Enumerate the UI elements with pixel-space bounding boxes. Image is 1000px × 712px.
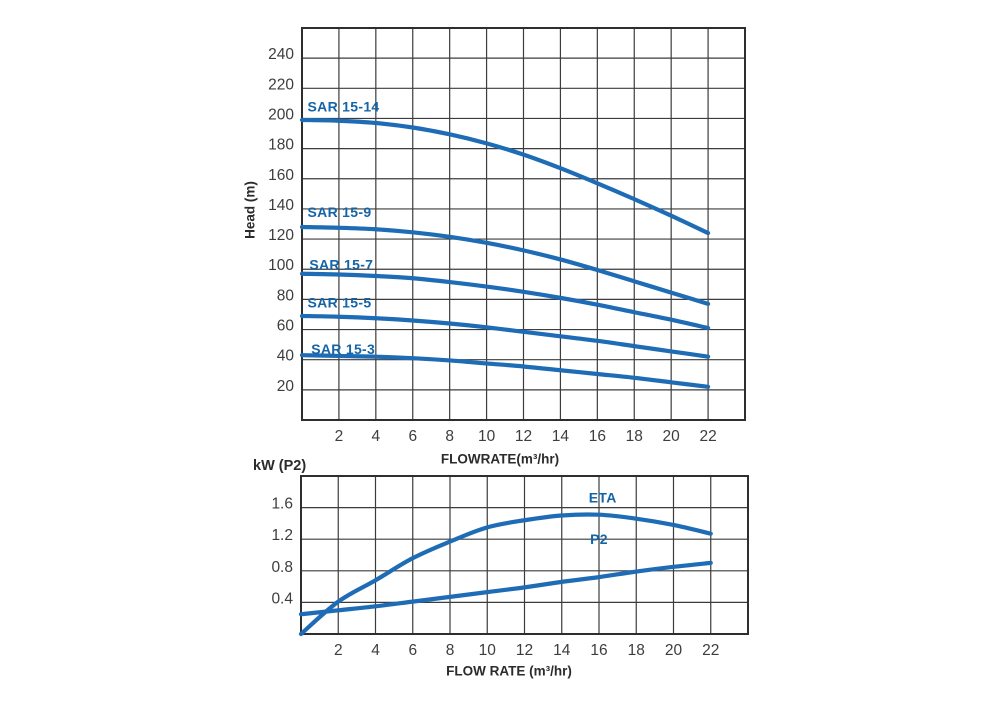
curve-p2 [298, 560, 713, 617]
head-chart-gridlines [302, 28, 745, 420]
curve-sar-15-3 [299, 353, 711, 389]
head-chart-y-tick-label: 180 [268, 137, 294, 154]
head-chart-x-tick-label: 10 [478, 428, 496, 445]
head-chart-x-tick-label: 18 [626, 428, 643, 445]
power-chart-x-tick-label: 10 [479, 642, 497, 659]
head-chart-x-tick-label: 4 [372, 428, 381, 445]
head-chart-y-axis-title: Head (m) [242, 181, 258, 239]
power-chart: 2 4 6 8 10 12 14 16 18 20 22 0.4 0.8 1.2 1.6 ETA P2 [271, 475, 749, 659]
head-chart: 2 4 6 8 10 12 14 16 18 20 22 20 40 60 80 100 120 140 160 18… [268, 27, 746, 445]
head-chart-y-tick-label: 100 [268, 257, 294, 274]
series-label-sar-15-7: SAR 15-7 [309, 257, 373, 273]
power-chart-x-tick-label: 18 [628, 642, 645, 659]
head-chart-y-tick-label: 160 [268, 167, 294, 184]
head-chart-y-tick-label: 20 [277, 378, 295, 395]
power-chart-y-tick-label: 1.2 [271, 527, 293, 544]
power-chart-x-tick-label: 6 [408, 642, 417, 659]
head-chart-y-tick-label: 200 [268, 106, 294, 123]
head-chart-x-tick-label: 6 [408, 428, 417, 445]
head-chart-x-axis-title: FLOWRATE(m³/hr) [440, 451, 560, 467]
power-chart-gridlines [301, 476, 748, 634]
head-chart-y-tick-label: 80 [277, 287, 295, 304]
curve-sar-15-7 [299, 271, 711, 331]
head-chart-x-tick-label: 22 [699, 428, 716, 445]
power-chart-x-tick-label: 16 [590, 642, 607, 659]
head-chart-x-tick-label: 16 [589, 428, 606, 445]
power-chart-x-tick-label: 14 [553, 642, 571, 659]
head-chart-x-tick-label: 2 [335, 428, 344, 445]
power-chart-y-tick-label: 1.6 [271, 496, 293, 513]
power-chart-unit-label: kW (P2) [253, 458, 307, 474]
power-chart-x-tick-label: 20 [665, 642, 683, 659]
series-label-sar-15-14: SAR 15-14 [308, 98, 380, 114]
curve-sar-15-5 [299, 313, 711, 359]
curve-sar-15-14 [299, 117, 711, 236]
power-chart-x-tick-label: 12 [516, 642, 533, 659]
series-label-sar-15-9: SAR 15-9 [308, 204, 372, 220]
head-chart-x-tick-label: 20 [663, 428, 681, 445]
power-chart-x-tick-label: 22 [702, 642, 719, 659]
head-chart-y-tick-label: 40 [277, 348, 295, 365]
power-chart-y-tick-label: 0.8 [271, 559, 293, 576]
head-chart-y-tick-label: 140 [268, 197, 294, 214]
series-label-eta: ETA [589, 489, 617, 505]
power-chart-x-axis-title: FLOW RATE (m³/hr) [446, 663, 572, 679]
power-chart-frame [300, 475, 749, 635]
head-chart-x-tick-label: 8 [445, 428, 454, 445]
series-label-sar-15-5: SAR 15-5 [308, 294, 372, 310]
curve-eta [298, 512, 713, 637]
power-chart-x-tick-label: 8 [446, 642, 455, 659]
head-chart-x-tick-label: 12 [515, 428, 532, 445]
power-chart-y-tick-label: 0.4 [271, 590, 293, 607]
head-chart-y-tick-label: 60 [277, 318, 295, 335]
series-label-p2: P2 [590, 531, 608, 547]
series-label-sar-15-3: SAR 15-3 [311, 341, 375, 357]
head-chart-y-tick-label: 220 [268, 76, 294, 93]
head-chart-y-tick-label: 120 [268, 227, 294, 244]
power-chart-x-tick-label: 2 [334, 642, 343, 659]
head-chart-x-tick-label: 14 [552, 428, 570, 445]
head-chart-frame [301, 27, 746, 421]
head-chart-y-tick-label: 240 [268, 46, 294, 63]
curve-sar-15-9 [299, 224, 711, 307]
power-chart-x-tick-label: 4 [371, 642, 380, 659]
